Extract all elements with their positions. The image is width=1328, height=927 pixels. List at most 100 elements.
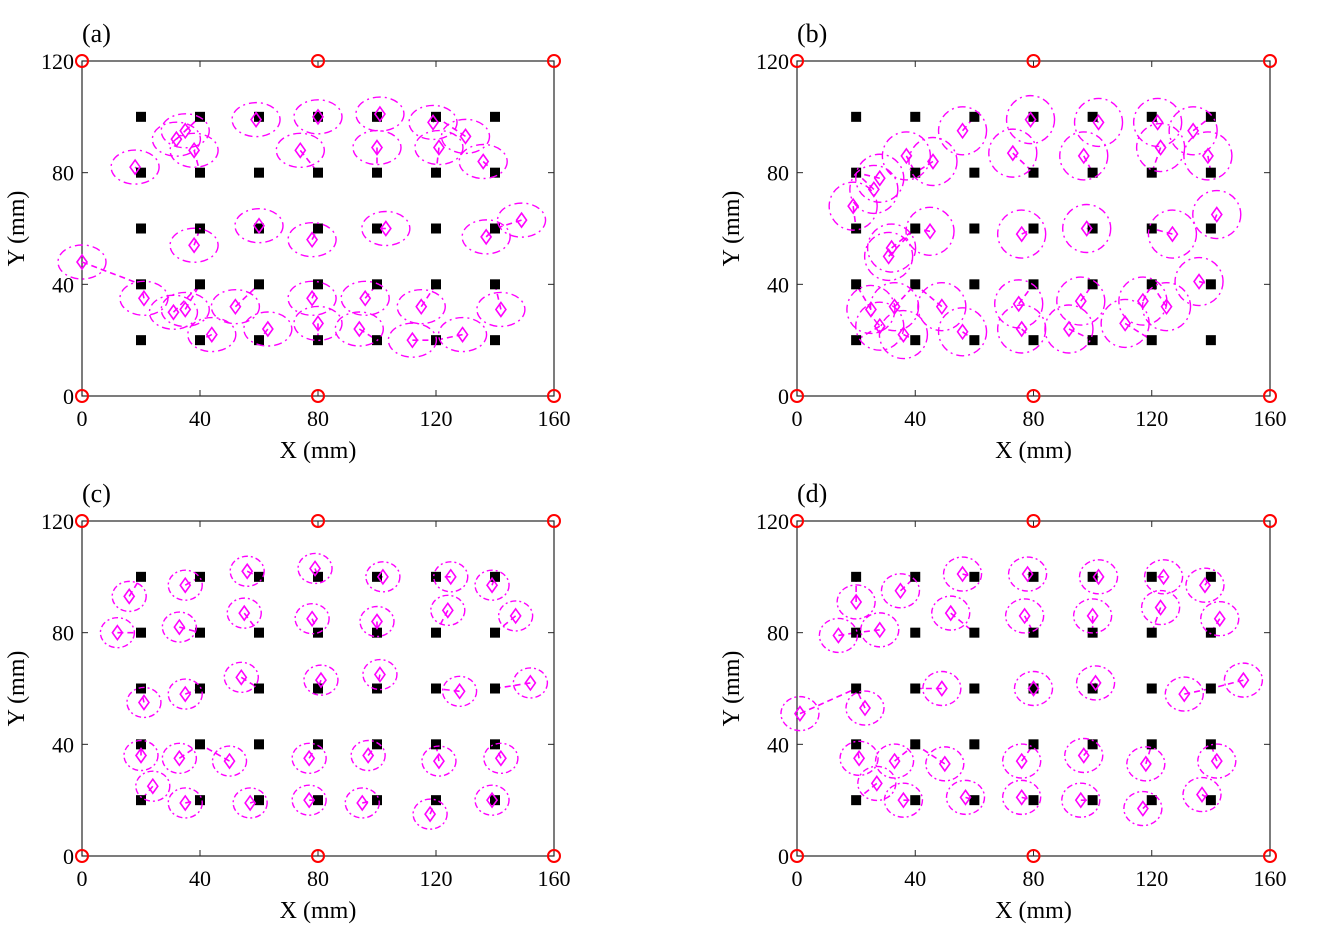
uncertainty-ellipse <box>1013 670 1054 707</box>
sensor-marker <box>790 849 804 863</box>
estimate-diamond-marker <box>494 301 507 318</box>
true-position-marker <box>851 335 862 346</box>
uncertainty-ellipse <box>476 291 526 328</box>
estimate-diamond-marker <box>306 231 319 249</box>
uncertainty-ellipse <box>291 742 327 774</box>
true-position-marker <box>1146 167 1157 178</box>
true-position-marker <box>1087 167 1098 178</box>
uncertainty-ellipse <box>441 675 478 707</box>
true-position-marker <box>490 279 500 290</box>
estimate-diamond-marker <box>1089 674 1102 692</box>
true-position-marker <box>490 795 500 806</box>
uncertainty-ellipse <box>874 743 915 779</box>
uncertainty-ellipse <box>297 552 333 585</box>
uncertainty-ellipse <box>863 231 914 282</box>
estimate-diamond-marker <box>129 158 142 176</box>
x-tick-label: 160 <box>1254 866 1287 891</box>
estimate-diamond-marker <box>1012 295 1025 313</box>
true-position-marker <box>431 571 441 582</box>
true-position-marker <box>851 571 862 582</box>
estimate-diamond-marker <box>188 236 201 254</box>
uncertainty-ellipse <box>294 603 330 635</box>
true-position-marker <box>910 571 921 582</box>
uncertainty-ellipse <box>855 301 905 351</box>
true-position-marker <box>969 795 980 806</box>
uncertainty-ellipse <box>396 288 446 325</box>
estimate-diamond-marker <box>250 111 263 129</box>
estimate-diamond-marker <box>1015 788 1028 806</box>
true-position-marker <box>1028 683 1039 694</box>
estimate-diamond-marker <box>179 685 192 703</box>
true-position-marker <box>254 795 264 806</box>
uncertainty-ellipse <box>845 690 885 726</box>
uncertainty-ellipse <box>362 658 398 691</box>
true-position-marker <box>431 111 441 122</box>
estimate-diamond-marker <box>944 604 957 622</box>
estimate-diamond-marker <box>424 805 437 823</box>
sensor-marker <box>547 514 561 528</box>
sensor-marker <box>1263 389 1277 403</box>
uncertainty-ellipse <box>828 181 878 231</box>
uncertainty-ellipse <box>1223 662 1264 698</box>
true-position-marker <box>490 223 500 234</box>
estimate-diamond-marker <box>432 752 445 770</box>
uncertainty-ellipse <box>355 96 405 132</box>
error-line <box>799 687 857 715</box>
true-position-marker <box>969 335 980 346</box>
true-position-marker <box>910 279 921 290</box>
uncertainty-ellipse <box>344 787 380 819</box>
true-position-marker <box>372 223 382 234</box>
true-position-marker <box>1205 167 1216 178</box>
estimate-diamond-marker <box>494 749 507 767</box>
estimate-diamond-marker <box>459 127 472 145</box>
estimate-diamond-marker <box>956 323 969 341</box>
true-position-marker <box>313 739 323 750</box>
uncertainty-ellipse <box>229 555 265 587</box>
uncertainty-ellipse <box>908 136 958 187</box>
uncertainty-ellipse <box>881 131 932 181</box>
true-position-marker <box>1087 111 1098 122</box>
true-position-marker <box>431 167 441 178</box>
estimate-diamond-marker <box>373 666 386 683</box>
estimate-diamond-marker <box>1193 273 1206 290</box>
estimate-diamond-marker <box>441 601 454 619</box>
true-position-marker <box>1028 795 1039 806</box>
true-position-marker <box>910 627 921 638</box>
true-position-marker <box>969 167 980 178</box>
true-position-marker <box>1205 111 1216 122</box>
x-tick-label: 120 <box>1135 866 1168 891</box>
true-position-marker <box>195 279 205 290</box>
sensor-marker <box>1026 389 1041 403</box>
estimate-diamond-marker <box>1074 292 1087 310</box>
uncertainty-ellipse <box>169 132 219 169</box>
estimate-diamond-marker <box>1077 147 1090 165</box>
uncertainty-ellipse <box>1135 122 1186 173</box>
uncertainty-ellipse <box>293 305 343 342</box>
true-position-marker <box>372 167 382 178</box>
estimate-diamond-marker <box>312 108 324 126</box>
estimate-diamond-marker <box>306 289 319 307</box>
estimate-diamond-marker <box>864 301 877 318</box>
error-line <box>193 150 201 173</box>
uncertainty-ellipse <box>1143 559 1184 595</box>
uncertainty-ellipse <box>942 556 983 592</box>
estimate-diamond-marker <box>859 699 871 717</box>
uncertainty-ellipse <box>839 740 879 776</box>
uncertainty-ellipse <box>780 695 820 732</box>
estimate-diamond-marker <box>1021 565 1034 583</box>
true-position-marker <box>136 739 146 750</box>
estimate-diamond-marker <box>900 147 913 165</box>
true-position-marker <box>1028 335 1039 346</box>
true-position-marker <box>313 167 323 178</box>
true-position-marker <box>431 739 441 750</box>
uncertainty-ellipse <box>1182 776 1222 813</box>
estimate-diamond-marker <box>123 587 136 605</box>
estimate-diamond-marker <box>1210 752 1223 770</box>
uncertainty-ellipse <box>1004 598 1045 634</box>
true-position-marker <box>1146 795 1157 806</box>
true-position-marker <box>851 627 862 638</box>
estimate-diamond-marker <box>486 791 499 809</box>
true-position-marker <box>910 683 921 694</box>
y-tick-label: 0 <box>778 384 789 409</box>
estimate-diamond-marker <box>1139 755 1152 773</box>
